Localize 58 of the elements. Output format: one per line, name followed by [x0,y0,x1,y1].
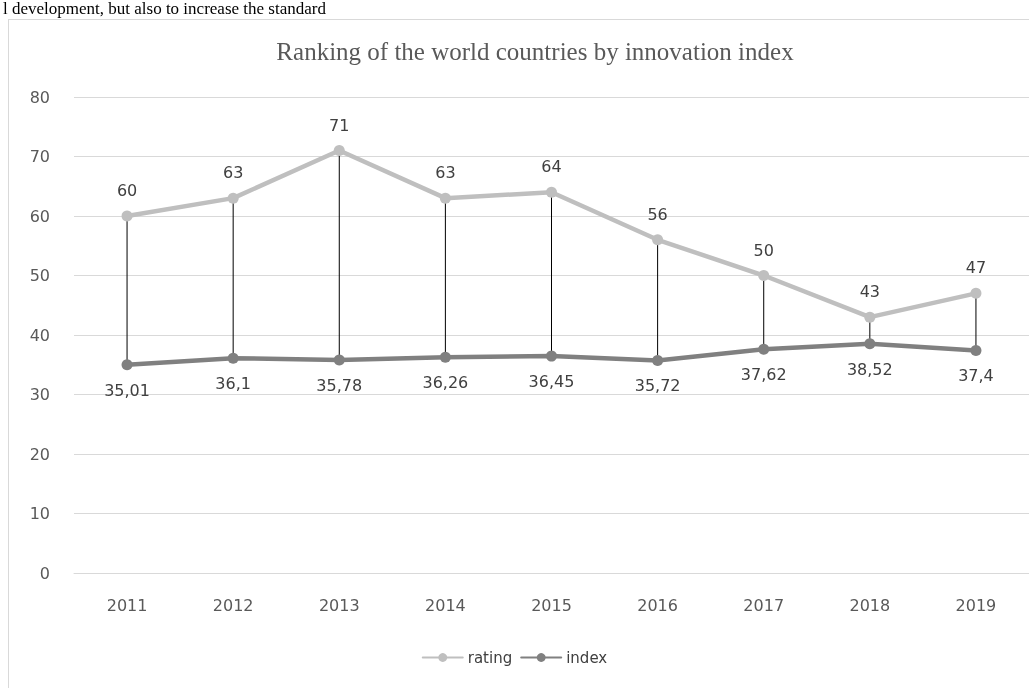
data-label: 35,72 [634,376,681,396]
point [227,352,239,364]
point [970,344,982,356]
data-label: 71 [329,115,350,135]
y-tick-label: 80 [29,87,50,107]
point [546,186,557,198]
point [652,354,664,366]
data-label: 37,4 [958,366,994,386]
point [546,350,557,362]
point [333,354,345,366]
data-label: 56 [647,204,668,224]
x-tick-label: 2011 [106,595,148,615]
text: l development, but also to increase the standard [3,0,326,18]
y-tick-label: 60 [29,206,50,226]
data-label: 43 [859,282,881,302]
data-label: 36,45 [528,372,575,392]
legend-label: index [566,648,608,667]
x-tick-label: 2018 [849,595,891,615]
data-label: 35,78 [316,376,363,396]
point [652,234,664,246]
data-label: 36,26 [422,373,469,393]
point [758,270,770,281]
point [864,338,876,350]
data-label: 38,52 [846,359,893,379]
point [970,287,982,299]
x-tick-label: 2017 [743,595,785,615]
y-tick-label: 50 [29,266,50,285]
y-tick-label: 70 [29,147,50,166]
point [121,210,133,222]
chart-title: Ranking of the world countries by innovation index [276,38,795,65]
point [333,145,345,157]
data-label: 63 [435,163,456,183]
data-label: 50 [753,240,774,260]
point [864,311,876,323]
point [758,343,770,355]
x-tick-label: 2014 [425,595,466,615]
point [227,192,239,204]
y-tick-label: 40 [29,325,50,345]
y-tick-label: 0 [39,563,50,583]
point [121,359,133,371]
point [439,192,451,204]
data-label: 36,1 [215,374,251,394]
y-tick-label: 20 [29,444,50,464]
data-label: 37,62 [740,365,787,385]
x-tick-label: 2012 [212,595,254,615]
x-tick-label: 2016 [637,595,678,615]
x-tick-label: 2015 [531,595,572,615]
data-label: 60 [116,181,138,200]
data-label: 63 [222,163,244,183]
point [439,351,451,363]
data-label: 47 [965,258,987,278]
y-tick-label: 30 [29,385,50,404]
data-label: 64 [541,157,562,177]
y-tick-label: 10 [29,504,50,523]
x-tick-label: 2019 [955,595,997,615]
legend-label: rating [467,648,513,667]
x-tick-label: 2013 [318,595,360,615]
data-label: 35,01 [104,380,150,400]
